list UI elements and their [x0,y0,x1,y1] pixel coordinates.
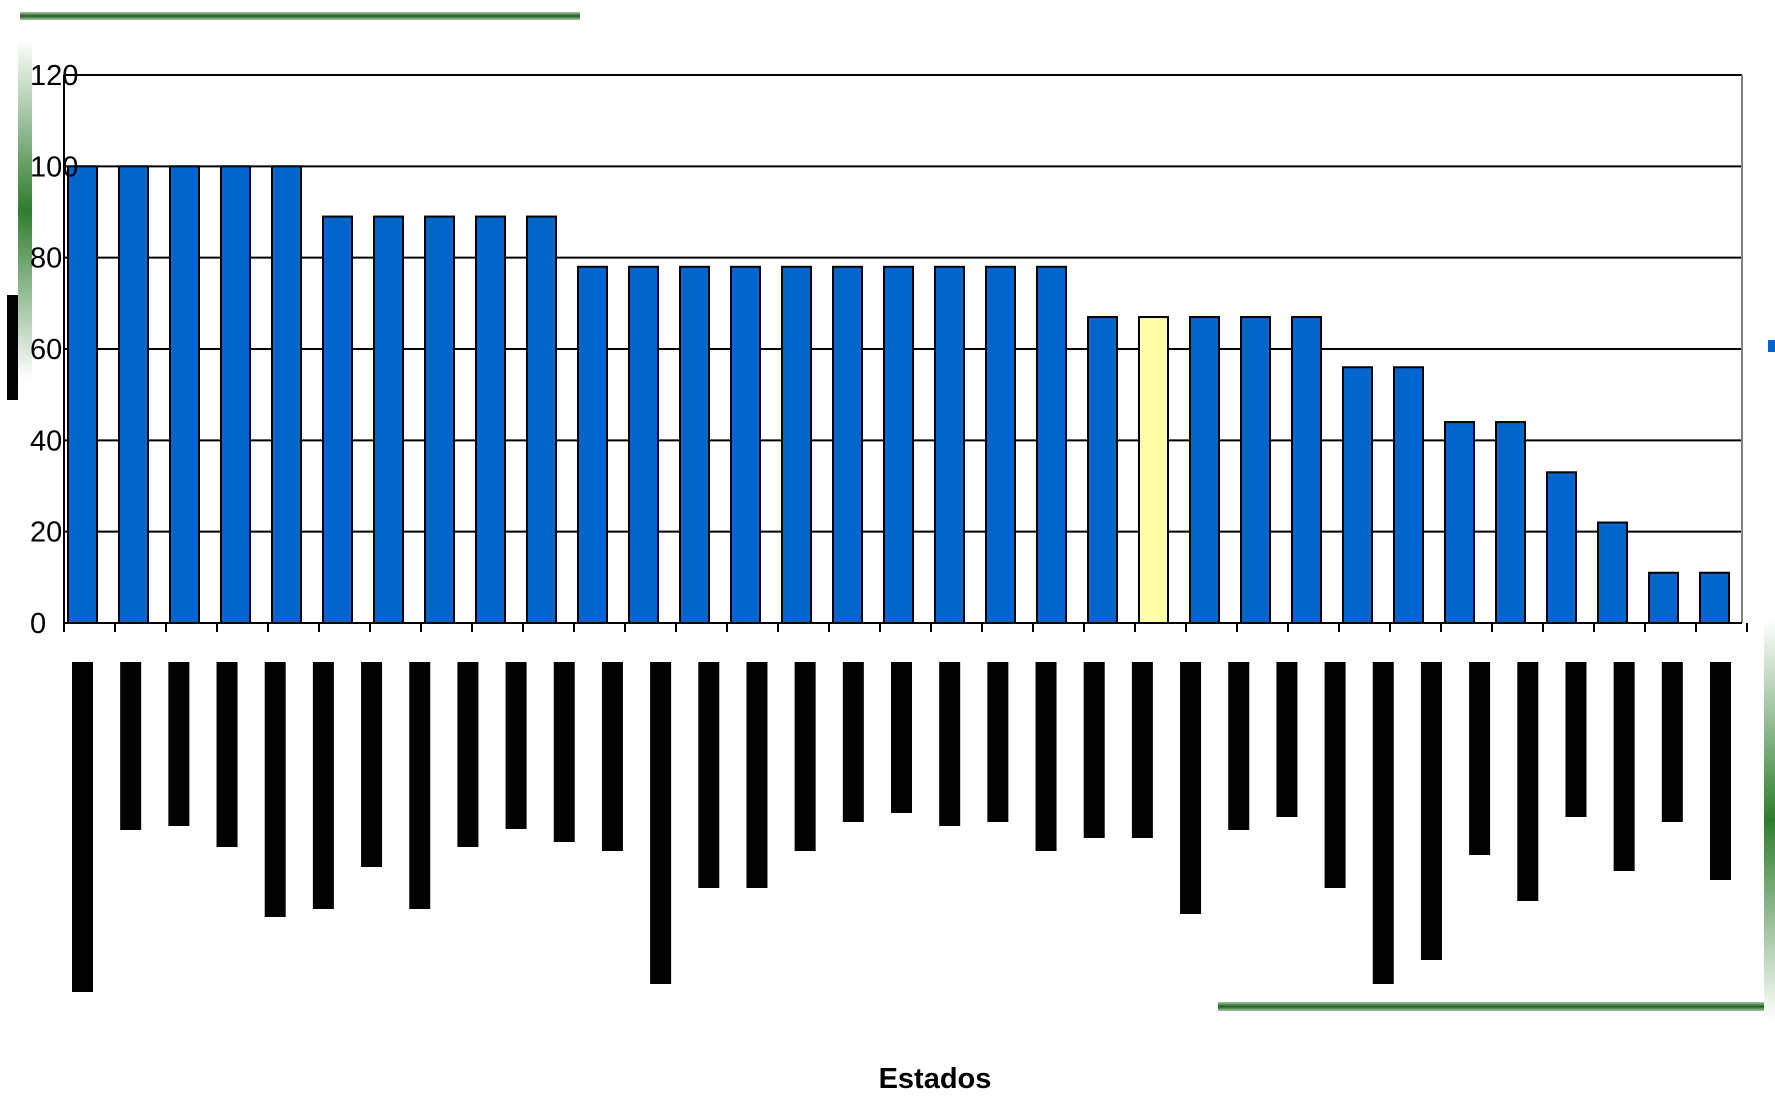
bar [1342,366,1373,624]
bar [118,165,149,624]
bar [1087,316,1118,624]
bar [1444,421,1475,625]
category-label-redaction [120,662,142,830]
frame-top-green-line [20,12,580,20]
x-axis-title: Estados [879,1063,992,1095]
bar [883,265,914,624]
bar [322,215,353,624]
y-tick-label: 40 [30,425,62,457]
y-tick-label: 120 [30,60,78,92]
y-tick-label: 100 [30,151,78,183]
y-tick-label: 80 [30,243,62,275]
bar [169,165,200,624]
frame-bottom-green-line [1218,1002,1775,1011]
category-label-redaction [505,662,527,829]
bar [1291,316,1322,624]
category-label-redaction [1276,662,1298,817]
bar-highlighted [1138,316,1169,624]
category-label-redaction [939,662,961,826]
category-label-redaction [1420,662,1442,960]
bar [1699,571,1730,624]
bar [424,215,455,624]
bar [373,215,404,624]
y-tick-label: 0 [30,608,46,640]
category-label-redaction [1710,662,1731,880]
legend-marker-partial [1768,340,1775,352]
category-label-redaction [1035,662,1057,851]
category-label-redaction [1517,662,1539,901]
bar [781,265,812,624]
category-label-redaction [746,662,768,888]
category-label-redaction [891,662,912,813]
bar [1495,421,1526,625]
bar [1546,471,1577,624]
category-label-redaction [1131,662,1153,838]
bar [1648,571,1679,624]
category-label-redaction [1565,662,1587,817]
category-label-redaction [1180,662,1202,914]
category-label-redaction [264,662,286,917]
bar [1189,316,1220,624]
category-label-redaction [168,662,190,826]
bar [577,265,608,624]
bar [679,265,710,624]
bar [832,265,863,624]
category-label-redaction [409,662,431,909]
category-label-redaction [457,662,479,847]
bar [1240,316,1271,624]
bar [271,165,302,624]
redaction-left-axis-title [7,295,18,400]
category-label-redaction [72,662,93,992]
axes [63,75,1748,632]
category-label-redactions [72,662,1731,992]
category-label-redaction [312,662,334,909]
y-tick-labels: 0 20 40 60 80 100 120 [30,60,78,640]
frame-right-green-bar [1764,620,1775,1020]
category-label-redaction [1372,662,1394,984]
category-label-redaction [698,662,720,888]
category-label-redaction [842,662,864,822]
category-label-redaction [361,662,383,867]
bar [1036,265,1067,624]
y-tick-label: 20 [30,517,62,549]
category-label-redaction [216,662,238,847]
category-label-redaction [794,662,816,851]
category-label-redaction [601,662,623,851]
bar [1597,521,1628,624]
bar [475,215,506,624]
category-label-redaction [650,662,672,984]
bar [730,265,761,624]
category-label-redaction [1469,662,1491,855]
category-label-redaction [553,662,575,842]
bar [628,265,659,624]
category-label-redaction [1661,662,1683,822]
category-label-redaction [987,662,1009,822]
category-label-redaction [1613,662,1635,871]
category-label-redaction [1083,662,1105,838]
bar [934,265,965,624]
bar [67,165,98,624]
frame-left-green-bar [18,40,32,380]
category-label-redaction [1228,662,1250,830]
y-tick-label: 60 [30,334,62,366]
bar [985,265,1016,624]
bar [1393,366,1424,624]
category-label-redaction [1324,662,1346,888]
bar [220,165,251,624]
bar [526,215,557,624]
bars [67,165,1730,625]
